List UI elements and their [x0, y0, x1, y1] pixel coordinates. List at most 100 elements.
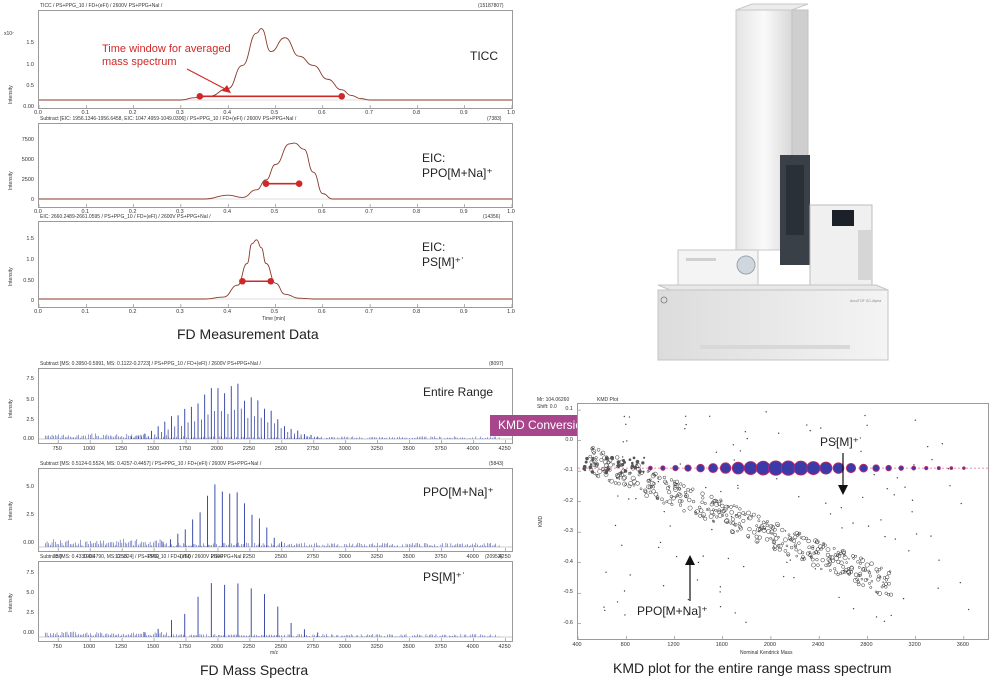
ppo-point: [687, 505, 693, 511]
background-point: [684, 427, 686, 430]
ppo-point: [731, 530, 736, 535]
ppo-point: [607, 478, 611, 482]
ppo-point: [684, 494, 688, 498]
annotation-arrow-line: [186, 68, 230, 92]
ppo-point: [722, 509, 726, 513]
background-point: [786, 561, 788, 564]
ppo-point: [712, 519, 715, 523]
background-point: [614, 524, 617, 527]
background-point: [883, 620, 886, 622]
mz-tick-label: 2250: [242, 554, 256, 560]
ms-entire-panel: [38, 368, 513, 444]
ps-point: [845, 463, 857, 474]
ppo-point: [677, 499, 683, 504]
ppo-point: [824, 563, 828, 567]
ppo-point: [777, 547, 782, 552]
ppo-point: [833, 567, 837, 571]
kmd-y-tick-label: -0.3: [563, 528, 573, 535]
background-point: [705, 486, 707, 489]
ppo-point: [870, 580, 874, 583]
left-cluster-point: [641, 461, 645, 465]
ppo-point: [701, 496, 705, 500]
ppo-point: [722, 507, 728, 512]
time-tick-label: 0.3: [176, 309, 184, 315]
background-point: [719, 586, 722, 588]
ppo-point: [609, 478, 614, 484]
time-window-end: [267, 277, 275, 285]
background-point: [904, 486, 906, 488]
annotation-arrow-head: [222, 85, 231, 93]
ppo-point: [671, 496, 676, 501]
background-point: [862, 496, 864, 499]
ppo-point: [635, 463, 641, 468]
ppo-point: [827, 559, 832, 564]
ppo-point: [777, 543, 783, 549]
ppo-point: [884, 591, 888, 595]
mz-tick-label: 4000: [466, 446, 479, 452]
ms-entire-count: (8097): [489, 361, 504, 367]
ppo-point: [738, 515, 742, 519]
ppo-point: [839, 551, 843, 555]
background-point: [931, 458, 933, 461]
ps-point: [936, 466, 941, 471]
background-point: [967, 608, 970, 611]
ppo-point: [720, 503, 725, 508]
background-point: [715, 451, 718, 454]
ppo-point: [708, 514, 714, 519]
ppo-point: [780, 527, 785, 533]
background-point: [618, 478, 621, 480]
mz-tick-label: 4250: [498, 644, 511, 650]
ppo-point: [709, 509, 714, 515]
left-cluster-point: [594, 462, 598, 466]
ps-point: [672, 464, 679, 472]
kmd-y-tick-label: -0.6: [563, 619, 573, 626]
left-cluster-point: [588, 465, 593, 470]
background-point: [908, 550, 910, 552]
ppo-point: [639, 487, 643, 491]
chromatogram-trace: [38, 239, 512, 300]
background-point: [744, 430, 747, 433]
time-tick-label: 0.9: [459, 110, 468, 116]
gc-screen: [832, 210, 854, 226]
ppo-point: [810, 557, 815, 562]
background-point: [782, 575, 785, 578]
background-point: [616, 601, 619, 603]
background-point: [886, 488, 888, 490]
ms-entire-header: Subtract [MS: 0.3950-0.5991, MS: 0.1122-…: [40, 361, 261, 367]
background-point: [720, 490, 722, 493]
ppo-point: [650, 480, 655, 486]
ppo-point: [635, 481, 640, 486]
left-cluster-point: [643, 456, 646, 459]
ppo-point: [877, 568, 882, 572]
ppo-point: [653, 471, 658, 477]
ppo-point: [775, 521, 780, 527]
ppo-point: [729, 521, 733, 525]
ytick: 2.5: [26, 610, 34, 616]
ppo-point: [647, 485, 653, 490]
background-point: [938, 559, 940, 561]
ppo-point: [887, 593, 891, 597]
ytick: 2.5: [26, 417, 34, 423]
ms-ps-label: PS[M]⁺˙: [423, 570, 467, 584]
ps-point: [872, 464, 880, 472]
ppo-point: [861, 583, 865, 588]
background-point: [662, 585, 665, 587]
ppo-point: [808, 553, 813, 558]
ms-ppo-chart: [39, 484, 512, 551]
ps-point: [898, 465, 904, 471]
left-cluster-point: [616, 463, 621, 468]
time-window-start: [262, 180, 270, 187]
ppo-point: [738, 507, 742, 511]
background-point: [913, 464, 915, 466]
eic-ppo-label-line1: EIC:: [422, 151, 446, 165]
ppo-point: [819, 547, 823, 551]
time-tick-label: 0.7: [365, 110, 373, 116]
ppo-point: [880, 585, 884, 589]
ppo-point: [860, 577, 864, 581]
background-point: [745, 621, 747, 624]
background-point: [733, 459, 735, 461]
ppo-point: [632, 483, 636, 487]
background-point: [765, 411, 767, 413]
ppo-point: [856, 580, 861, 584]
ppo-point: [741, 511, 746, 516]
